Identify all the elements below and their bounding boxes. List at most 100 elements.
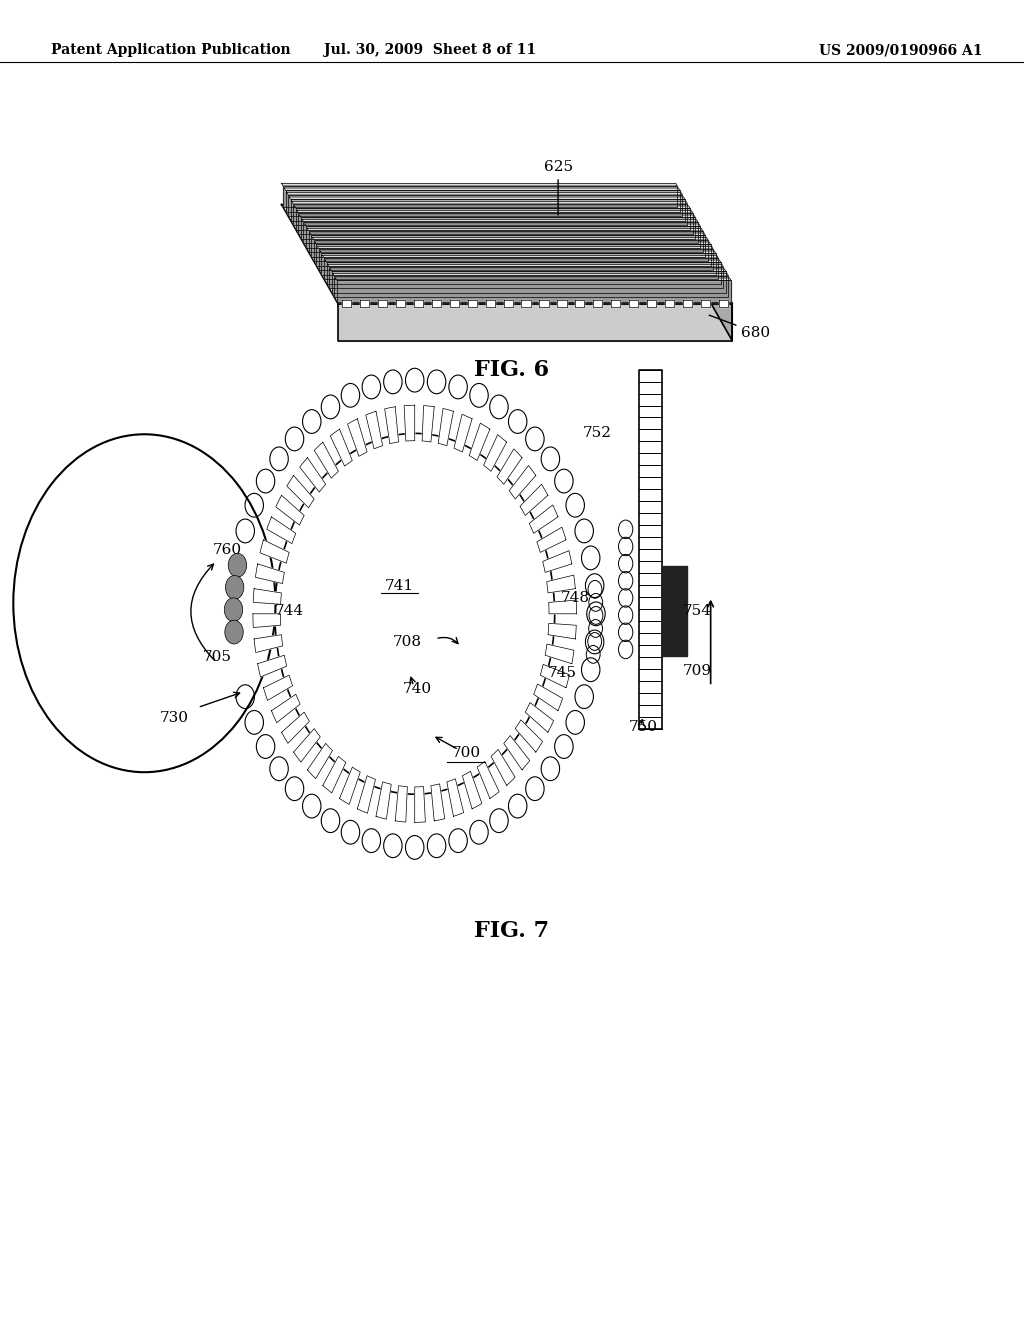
Polygon shape — [324, 257, 718, 279]
Polygon shape — [414, 300, 423, 308]
Circle shape — [225, 620, 244, 644]
Polygon shape — [305, 224, 700, 227]
Polygon shape — [396, 300, 406, 308]
Text: 760: 760 — [213, 544, 242, 557]
Polygon shape — [319, 251, 716, 253]
Text: 700: 700 — [452, 746, 480, 760]
Polygon shape — [300, 215, 695, 218]
Polygon shape — [267, 517, 296, 544]
Polygon shape — [490, 750, 515, 785]
Polygon shape — [291, 199, 685, 220]
Polygon shape — [376, 781, 391, 820]
Polygon shape — [497, 449, 522, 484]
Polygon shape — [483, 434, 507, 471]
Polygon shape — [525, 702, 554, 733]
Polygon shape — [285, 187, 680, 190]
Polygon shape — [275, 495, 304, 525]
Polygon shape — [327, 263, 721, 284]
Text: FIG. 6: FIG. 6 — [474, 359, 550, 380]
Polygon shape — [468, 300, 477, 308]
Polygon shape — [529, 506, 558, 533]
Polygon shape — [545, 644, 574, 664]
Polygon shape — [340, 767, 360, 804]
Text: Jul. 30, 2009  Sheet 8 of 11: Jul. 30, 2009 Sheet 8 of 11 — [324, 44, 537, 57]
Polygon shape — [294, 729, 321, 762]
Polygon shape — [260, 540, 289, 564]
Polygon shape — [404, 405, 415, 441]
Polygon shape — [282, 205, 732, 304]
Polygon shape — [307, 228, 702, 231]
Text: 740: 740 — [403, 681, 432, 696]
Polygon shape — [485, 300, 495, 308]
Polygon shape — [323, 256, 718, 257]
Polygon shape — [446, 779, 464, 816]
Polygon shape — [313, 240, 708, 261]
Circle shape — [274, 433, 555, 795]
Polygon shape — [504, 735, 529, 770]
Polygon shape — [540, 300, 549, 308]
Polygon shape — [700, 300, 710, 308]
Circle shape — [225, 576, 244, 599]
Polygon shape — [297, 210, 692, 213]
Polygon shape — [541, 664, 569, 688]
Polygon shape — [438, 408, 454, 446]
Polygon shape — [318, 249, 713, 271]
Circle shape — [224, 598, 243, 622]
Circle shape — [13, 434, 275, 772]
Polygon shape — [271, 694, 300, 722]
Polygon shape — [317, 247, 713, 249]
Polygon shape — [547, 576, 575, 593]
Polygon shape — [292, 202, 687, 205]
Polygon shape — [298, 213, 692, 234]
Polygon shape — [263, 676, 293, 701]
Polygon shape — [309, 232, 706, 235]
Polygon shape — [432, 300, 441, 308]
Polygon shape — [662, 566, 687, 656]
Polygon shape — [534, 684, 562, 710]
Text: US 2009/0190966 A1: US 2009/0190966 A1 — [819, 44, 983, 57]
Polygon shape — [293, 205, 687, 226]
Polygon shape — [311, 235, 706, 256]
Polygon shape — [326, 260, 721, 263]
Polygon shape — [306, 227, 700, 248]
Polygon shape — [378, 300, 387, 308]
Text: 741: 741 — [385, 579, 414, 593]
Polygon shape — [307, 743, 333, 779]
Polygon shape — [520, 484, 548, 516]
Polygon shape — [258, 655, 287, 677]
Polygon shape — [543, 550, 571, 573]
Polygon shape — [431, 784, 444, 821]
Text: FIG. 7: FIG. 7 — [474, 920, 550, 941]
Polygon shape — [255, 564, 285, 583]
Polygon shape — [282, 183, 677, 186]
Polygon shape — [521, 300, 530, 308]
Text: 705: 705 — [203, 651, 231, 664]
Polygon shape — [333, 273, 728, 276]
Polygon shape — [454, 414, 472, 451]
Polygon shape — [683, 300, 692, 308]
Polygon shape — [295, 206, 690, 209]
Polygon shape — [296, 209, 690, 230]
Polygon shape — [647, 300, 656, 308]
Polygon shape — [575, 300, 585, 308]
Polygon shape — [477, 762, 499, 799]
Polygon shape — [282, 711, 309, 743]
Polygon shape — [548, 623, 577, 639]
Polygon shape — [665, 300, 674, 308]
Polygon shape — [254, 635, 283, 652]
Polygon shape — [719, 300, 728, 308]
Polygon shape — [515, 719, 543, 752]
Polygon shape — [253, 589, 282, 605]
Text: 625: 625 — [544, 160, 572, 215]
Polygon shape — [469, 424, 489, 461]
Polygon shape — [593, 300, 602, 308]
Polygon shape — [323, 756, 346, 793]
Polygon shape — [342, 300, 351, 308]
Polygon shape — [336, 279, 731, 280]
Text: 708: 708 — [393, 635, 422, 648]
Text: 730: 730 — [160, 711, 188, 725]
Polygon shape — [347, 418, 367, 457]
Polygon shape — [331, 429, 352, 466]
Polygon shape — [385, 407, 398, 444]
Text: 754: 754 — [683, 605, 712, 618]
